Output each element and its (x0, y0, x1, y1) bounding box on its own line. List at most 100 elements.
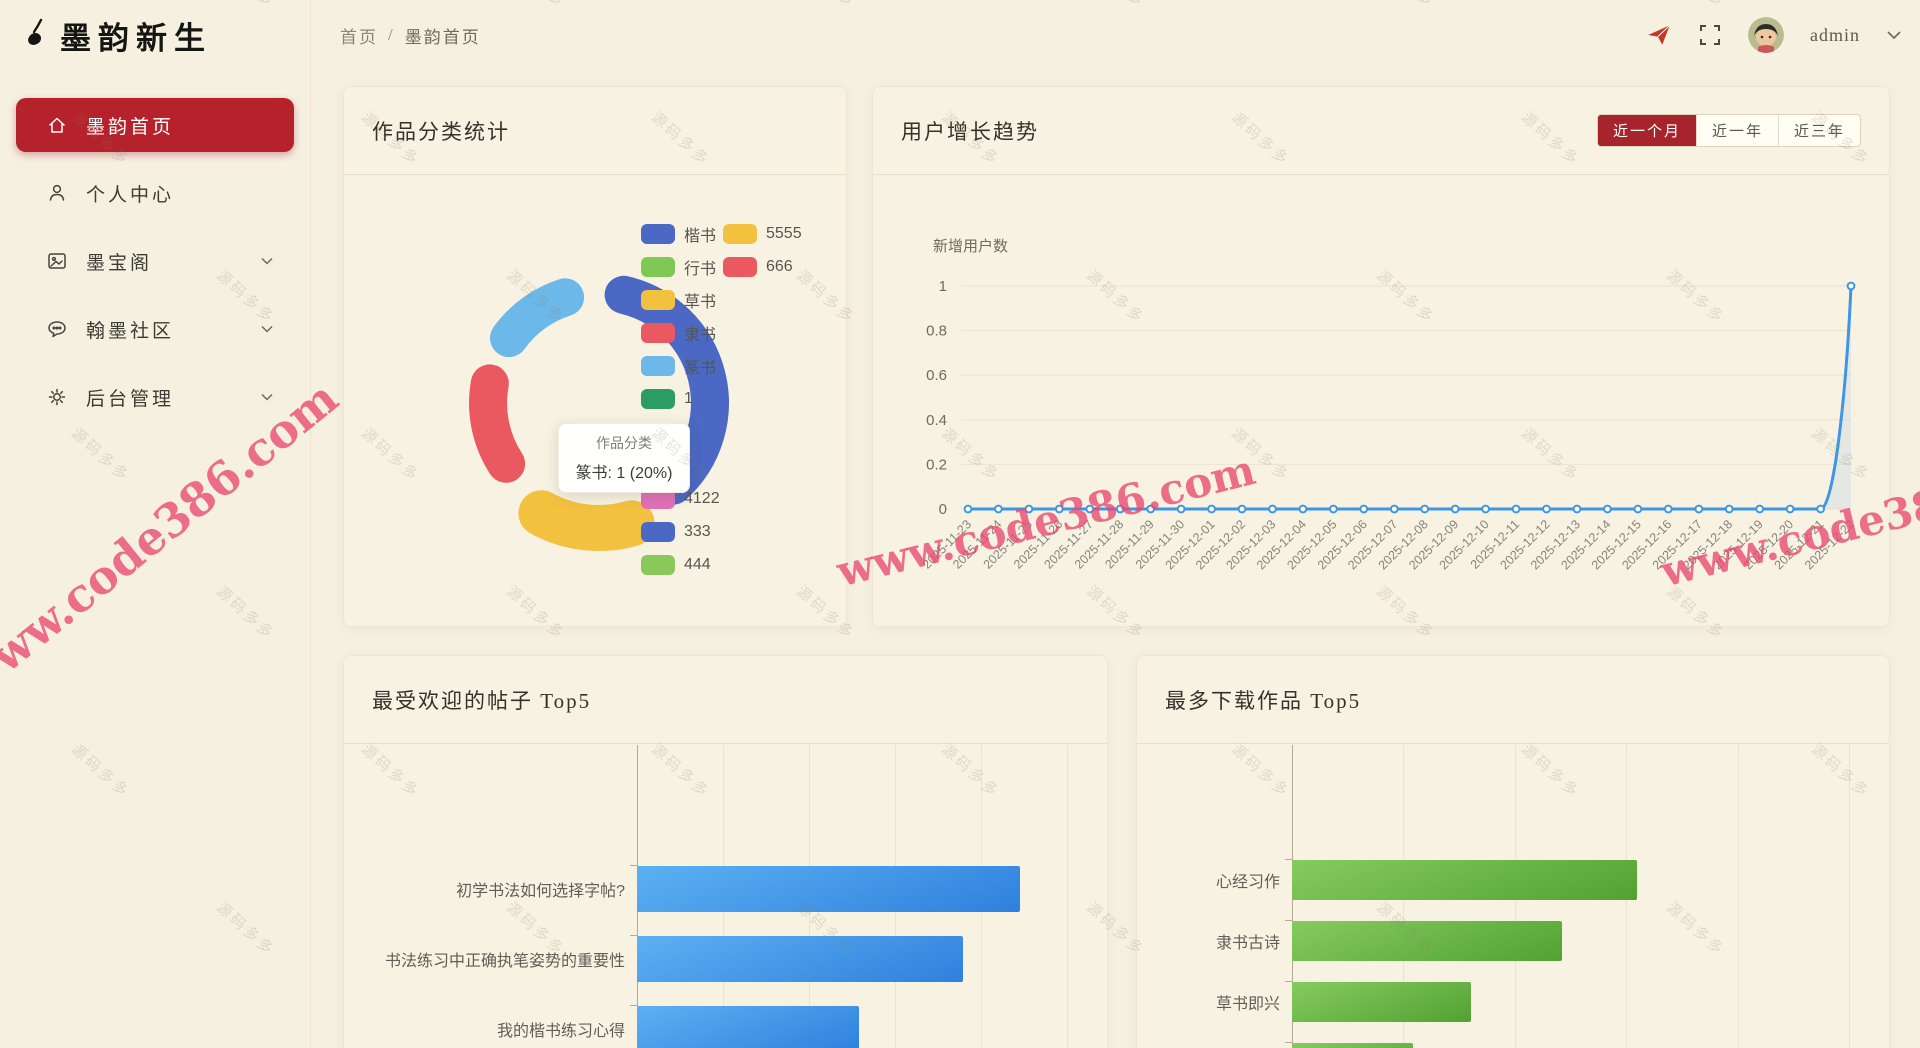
downloads-bar-chart[interactable]: 心经习作隶书古诗草书即兴篆书印章 (1165, 745, 1850, 1048)
legend-item[interactable]: 草书 (641, 290, 717, 311)
range-button-0[interactable]: 近一个月 (1597, 115, 1697, 146)
community-icon (48, 321, 66, 338)
legend-label: 1 (684, 390, 693, 407)
sidebar-item-label: 个人中心 (86, 184, 175, 206)
legend-swatch (641, 522, 675, 542)
range-button-1[interactable]: 近一年 (1697, 115, 1779, 146)
legend-item[interactable]: 楷书 (641, 224, 716, 245)
avatar[interactable] (1748, 17, 1784, 53)
legend-item[interactable]: 行书 (641, 257, 717, 278)
donut-segment-篆书[interactable] (490, 278, 585, 358)
send-icon[interactable] (1646, 22, 1672, 48)
chevron-down-icon (261, 257, 273, 265)
donut-segment-隶书[interactable] (469, 364, 526, 483)
bar-track (1292, 1043, 1849, 1048)
bar-track (637, 936, 1067, 982)
bar-label: 初学书法如何选择字帖? (456, 883, 625, 900)
sidebar-item-admin[interactable]: 后台管理 (16, 370, 294, 424)
bar[interactable] (637, 1006, 859, 1048)
fullscreen-icon[interactable] (1698, 23, 1722, 47)
data-point (1115, 504, 1125, 514)
legend-label: 4122 (684, 490, 720, 507)
sidebar-item-home[interactable]: 墨韵首页 (16, 98, 294, 152)
bar[interactable] (1292, 1043, 1413, 1048)
bar-label: 草书即兴 (1215, 996, 1280, 1013)
chevron-down-icon (261, 325, 273, 333)
data-point (1846, 281, 1856, 291)
bar[interactable] (1292, 982, 1472, 1022)
data-point (1024, 504, 1034, 514)
chevron-down-icon (261, 393, 273, 401)
sidebar-item-profile[interactable]: 个人中心 (16, 166, 294, 220)
legend-label: 篆书 (684, 360, 717, 377)
app-logo: 墨韵新生 (0, 0, 310, 70)
time-range-group: 近一个月 近一年 近三年 (1596, 114, 1861, 147)
legend-label: 666 (766, 258, 793, 275)
gridline (1737, 745, 1739, 1048)
axis-tick (1285, 920, 1292, 921)
topbar-actions: admin (1646, 17, 1902, 53)
axis-tick (1285, 859, 1292, 860)
card-top-downloads: 最多下载作品 Top5 心经习作隶书古诗草书即兴篆书印章 (1136, 655, 1890, 1048)
legend-swatch (641, 489, 675, 509)
card-downloads-head: 最多下载作品 Top5 (1137, 656, 1889, 744)
data-point (1785, 504, 1795, 514)
legend-item[interactable]: 444 (641, 555, 720, 575)
donut-segment-草书[interactable] (518, 490, 655, 551)
legend-item[interactable]: 333 (641, 522, 720, 542)
data-point (1572, 504, 1582, 514)
sidebar-menu: 墨韵首页个人中心墨宝阁翰墨社区后台管理 (0, 98, 310, 424)
card-posts-head: 最受欢迎的帖子 Top5 (344, 656, 1107, 744)
data-point (1054, 504, 1064, 514)
breadcrumb-separator: / (388, 25, 395, 44)
breadcrumb: 首页 / 墨韵首页 (340, 23, 481, 48)
line-series (966, 284, 1853, 511)
data-point (1603, 504, 1612, 514)
legend-swatch (723, 257, 757, 277)
data-point (1420, 504, 1430, 514)
admin-icon (48, 388, 66, 406)
topbar: 首页 / 墨韵首页 admin (310, 0, 1920, 70)
range-button-2[interactable]: 近三年 (1779, 115, 1860, 146)
sidebar-item-gallery[interactable]: 墨宝阁 (16, 234, 294, 288)
data-point (1176, 504, 1186, 514)
bar-track (1292, 982, 1849, 1022)
y-tick-label: 0.8 (926, 323, 947, 340)
bar[interactable] (637, 866, 1020, 912)
legend-item[interactable]: 666 (723, 257, 802, 277)
legend-swatch (641, 555, 675, 575)
legend-swatch (641, 224, 675, 244)
bar[interactable] (637, 936, 963, 982)
data-point (1724, 504, 1734, 514)
bar[interactable] (1292, 921, 1562, 961)
data-point (1633, 504, 1643, 514)
chevron-down-icon[interactable] (1886, 29, 1902, 41)
legend-label: 333 (684, 523, 711, 540)
posts-bar-chart[interactable]: 初学书法如何选择字帖? 书法练习中正确执笔姿势的重要性 我的楷书练习心得 (372, 745, 1068, 1048)
legend-item[interactable]: 隶书 (641, 323, 716, 344)
breadcrumb-home[interactable]: 首页 (340, 27, 378, 47)
card-user-growth: 用户增长趋势 近一个月 近一年 近三年 新增用户数 1 0.8 0.6 0.4 0.2 0 202… (872, 86, 1890, 627)
tooltip-title: 作品分类 (596, 435, 652, 451)
line-chart[interactable]: 新增用户数10.80.60.40.202025-11-232025-11-242… (883, 227, 1873, 627)
username[interactable]: admin (1810, 24, 1860, 45)
chart-tooltip: 作品分类 篆书: 1 (20%) (558, 423, 690, 493)
data-point (1389, 504, 1399, 514)
y-tick-label: 1 (939, 278, 947, 295)
legend-item[interactable]: 1 (641, 389, 716, 409)
data-point (963, 504, 973, 514)
legend-item[interactable]: 篆书 (641, 356, 717, 377)
bar[interactable] (1292, 860, 1638, 900)
sidebar-item-community[interactable]: 翰墨社区 (16, 302, 294, 356)
gallery-icon (48, 253, 66, 269)
legend-label: 行书 (684, 261, 717, 278)
card-growth-head: 用户增长趋势 近一个月 近一年 近三年 (873, 87, 1889, 175)
card-category-head: 作品分类统计 (344, 87, 846, 175)
card-top-posts: 最受欢迎的帖子 Top5 初学书法如何选择字帖? 书法练习中正确执笔姿势的重要性我… (343, 655, 1108, 1048)
legend-label: 草书 (684, 294, 717, 311)
card-posts-title: 最受欢迎的帖子 Top5 (372, 688, 592, 713)
legend-item[interactable]: 5555 (723, 224, 802, 244)
data-point (1694, 504, 1704, 514)
legend-item[interactable]: 4122 (641, 489, 720, 509)
donut-legend-col2: 5555 666 (723, 224, 802, 290)
